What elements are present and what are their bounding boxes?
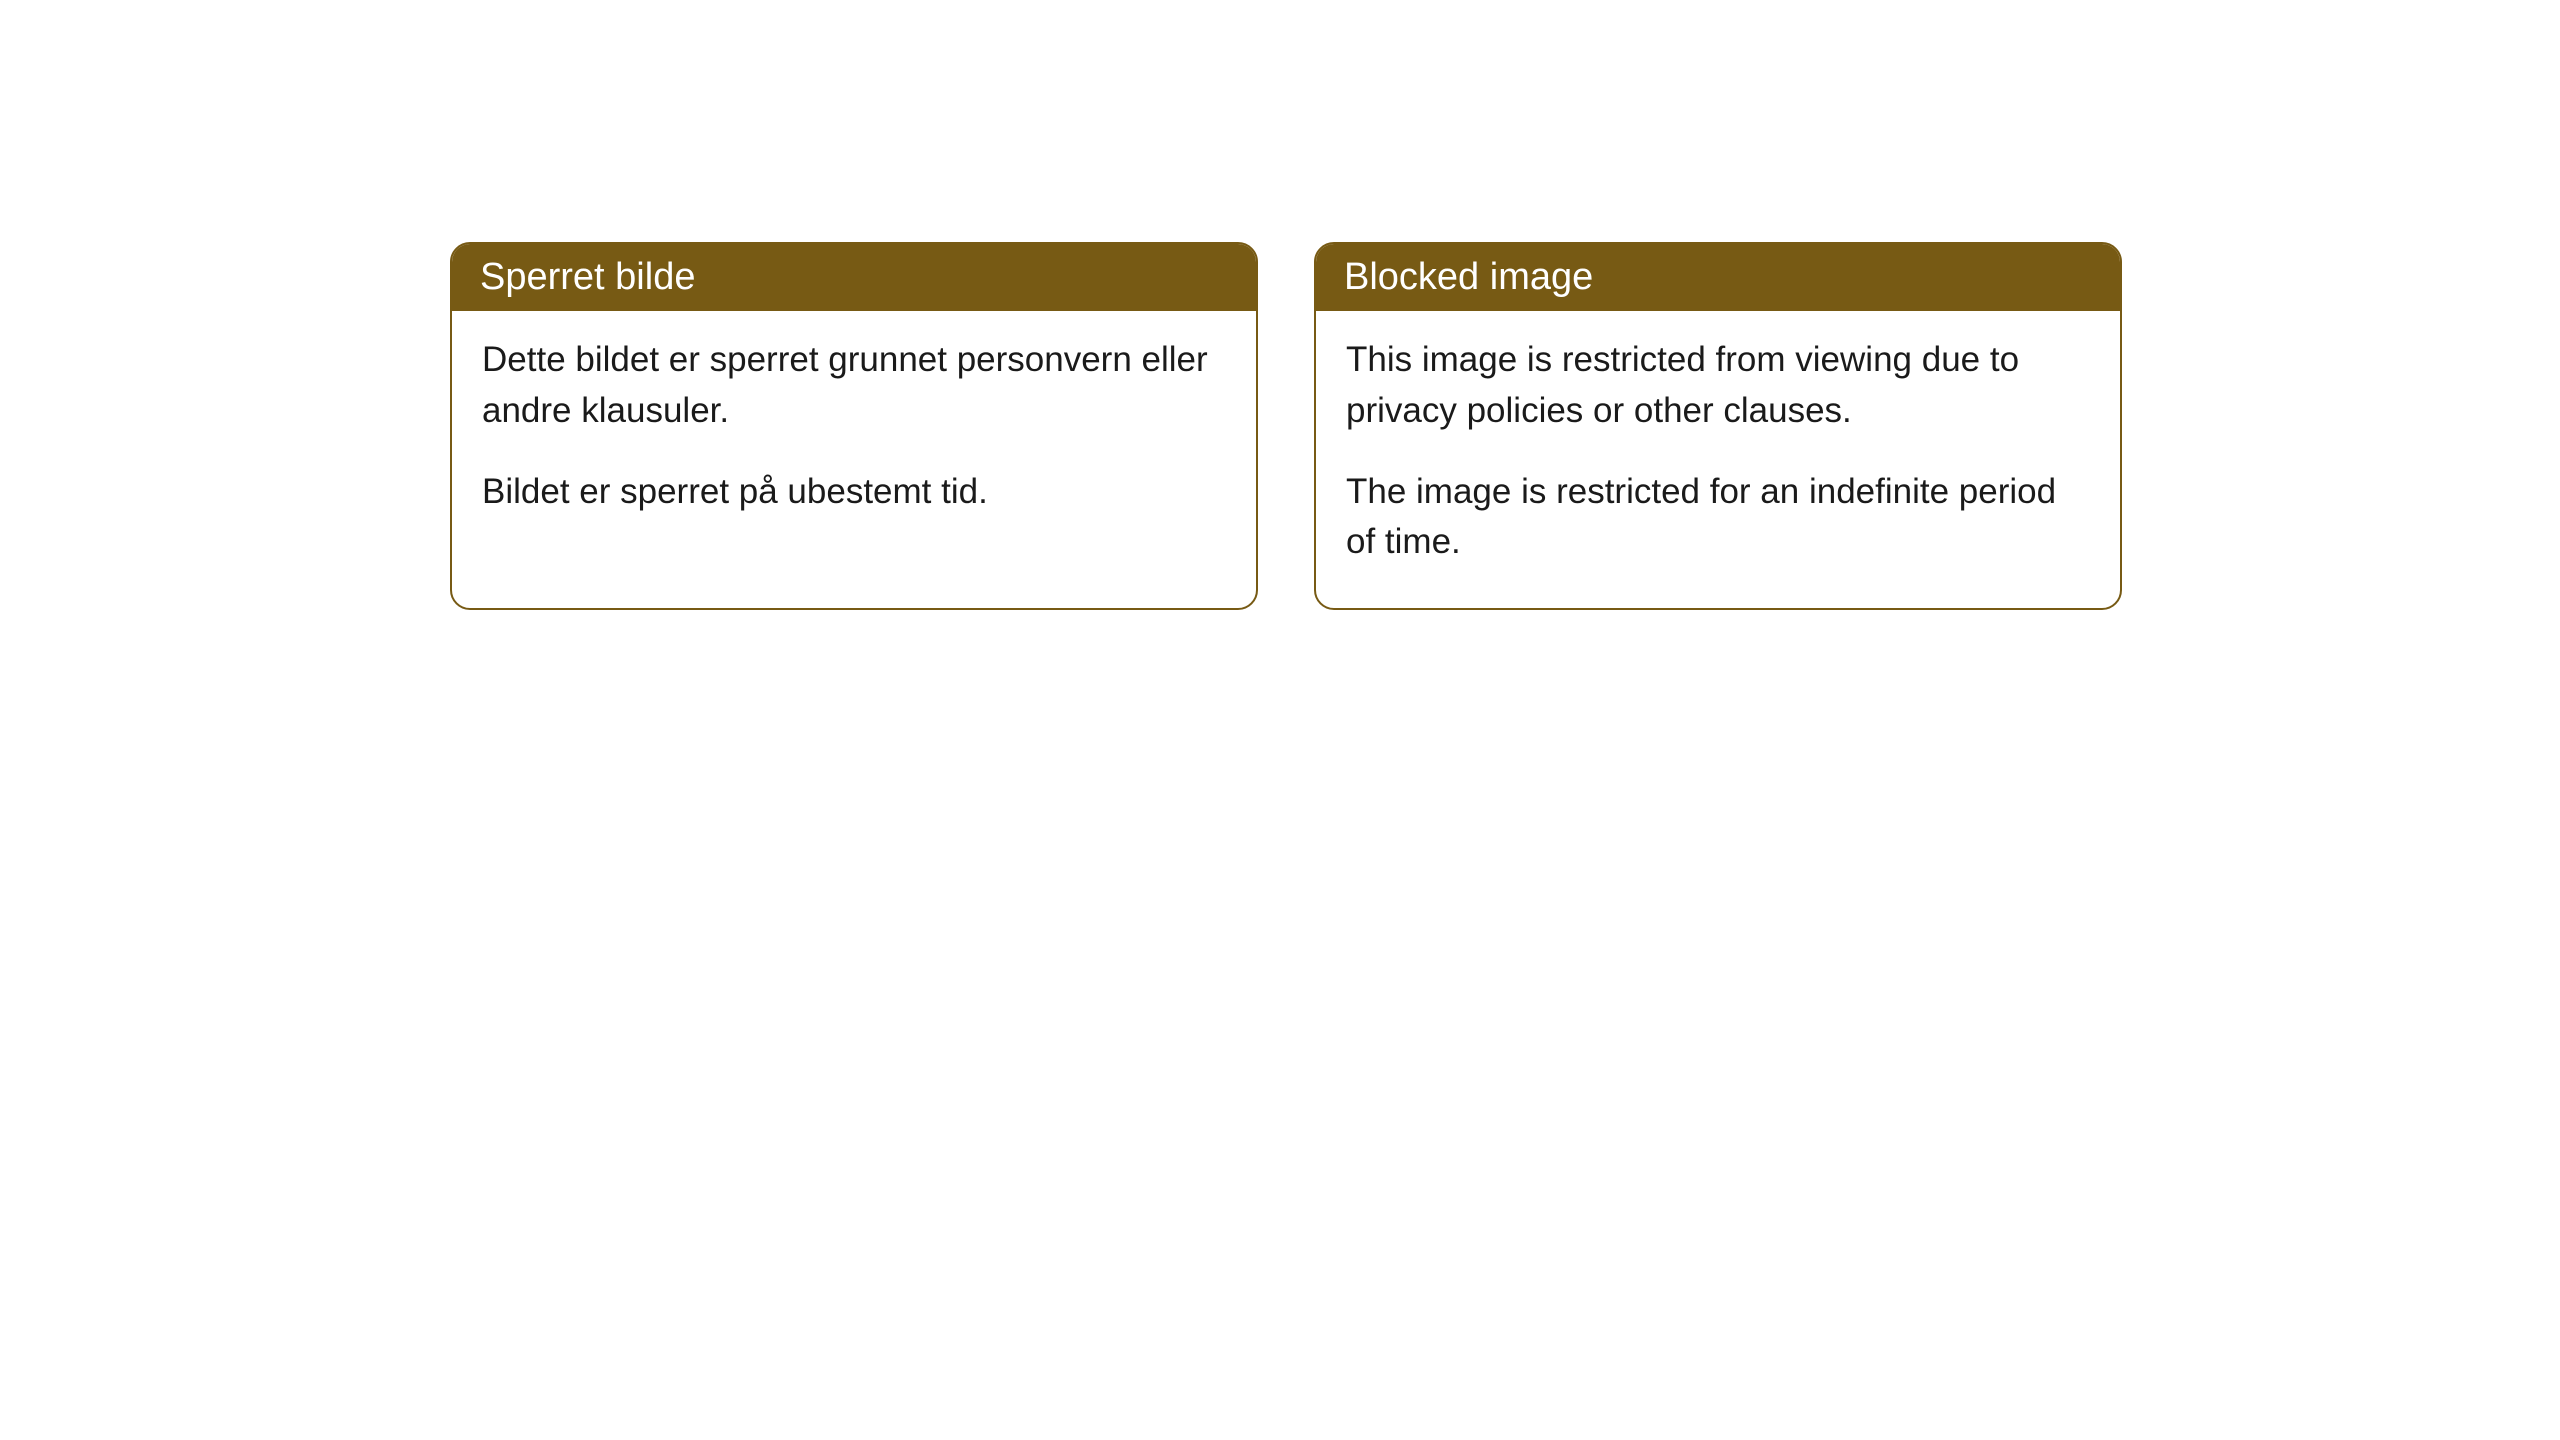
card-body: Dette bildet er sperret grunnet personve… <box>452 311 1256 557</box>
card-paragraph: This image is restricted from viewing du… <box>1346 335 2090 437</box>
card-paragraph: Dette bildet er sperret grunnet personve… <box>482 335 1226 437</box>
card-header: Sperret bilde <box>452 244 1256 311</box>
card-body: This image is restricted from viewing du… <box>1316 311 2120 608</box>
card-header: Blocked image <box>1316 244 2120 311</box>
card-title: Blocked image <box>1344 256 1593 298</box>
card-paragraph: The image is restricted for an indefinit… <box>1346 467 2090 569</box>
notice-card-english: Blocked image This image is restricted f… <box>1314 242 2122 610</box>
card-title: Sperret bilde <box>480 256 695 298</box>
notice-card-norwegian: Sperret bilde Dette bildet er sperret gr… <box>450 242 1258 610</box>
notice-cards-container: Sperret bilde Dette bildet er sperret gr… <box>450 242 2122 610</box>
card-paragraph: Bildet er sperret på ubestemt tid. <box>482 467 1226 518</box>
